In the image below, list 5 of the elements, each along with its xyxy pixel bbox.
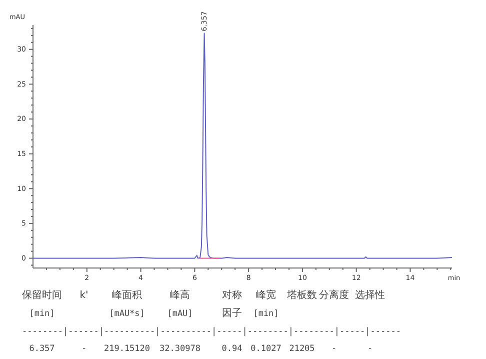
line-series [32,32,452,259]
text: --------|------|----------|----------|-----|--------|--------|-----|------ [22,327,423,337]
text: 保留时间 k' 峰面积 峰高 对称 峰宽 塔板数 分离度 选择性 [22,290,385,301]
text: 6.357 - 219.15120 32.30978 0.94 0.1027 21205 - - [29,344,373,354]
text: [min] [mAU*s] [mAU] 因子 [min] [29,308,279,319]
